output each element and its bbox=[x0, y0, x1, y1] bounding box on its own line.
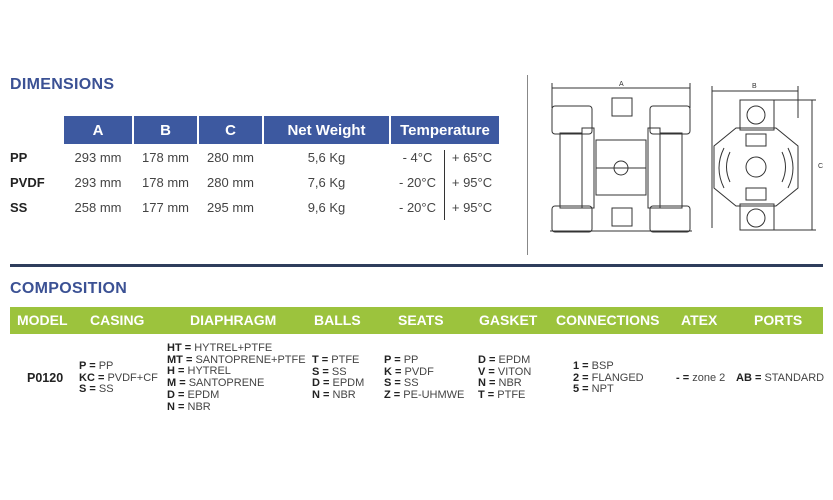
cell-weight: 9,6 Kg bbox=[307, 200, 346, 215]
balls-option: N = NBR bbox=[312, 389, 356, 402]
divider bbox=[527, 75, 528, 255]
header-diaphragm: DIAPHRAGM bbox=[190, 312, 277, 328]
header-gasket: GASKET bbox=[479, 312, 538, 328]
diaphragm-option: M = SANTOPRENE bbox=[167, 377, 265, 390]
cell-b: 178 mm bbox=[142, 150, 189, 165]
balls-options: T = PTFE S = SS D = EPDM N = NBR bbox=[312, 354, 365, 402]
diaphragm-option: D = EPDM bbox=[167, 388, 220, 401]
casing-option: S = SS bbox=[79, 383, 114, 396]
balls-option: D = EPDM bbox=[312, 377, 365, 390]
atex-options: - = zone 2 bbox=[676, 372, 726, 385]
balls-option: T = PTFE bbox=[312, 354, 360, 366]
label-a: A bbox=[619, 81, 624, 88]
label-b: B bbox=[752, 83, 757, 90]
connections-option: 2 = FLANGED bbox=[573, 371, 644, 384]
connections-option: 5 = NPT bbox=[573, 383, 614, 396]
cell-a: 293 mm bbox=[74, 175, 122, 190]
header-connections: CONNECTIONS bbox=[556, 312, 660, 328]
cell-weight: 7,6 Kg bbox=[307, 175, 346, 190]
header-casing: CASING bbox=[90, 312, 145, 328]
ports-options: AB = STANDARD bbox=[736, 372, 825, 385]
balls-option: S = SS bbox=[312, 365, 347, 378]
cell-tmin: - 4°C bbox=[402, 150, 433, 165]
row-label: SS bbox=[10, 200, 28, 215]
header-seats: SEATS bbox=[398, 312, 444, 328]
header-net-weight: Net Weight bbox=[264, 116, 389, 144]
cell-c: 280 mm bbox=[207, 150, 254, 165]
cell-b: 177 mm bbox=[142, 200, 189, 215]
header-a: A bbox=[64, 116, 132, 144]
model-code: P0120 bbox=[27, 371, 64, 385]
cell-tmin: - 20°C bbox=[399, 200, 436, 215]
seats-option: S = SS bbox=[384, 377, 419, 390]
row-label: PP bbox=[10, 150, 28, 165]
header-balls: BALLS bbox=[314, 312, 361, 328]
diaphragm-option: N = NBR bbox=[167, 400, 211, 413]
diaphragm-option: H = HYTREL bbox=[167, 365, 231, 378]
gasket-option: D = EPDM bbox=[478, 354, 531, 366]
header-ports: PORTS bbox=[754, 312, 803, 328]
casing-options: P = PP KC = PVDF+CF S = SS bbox=[79, 360, 158, 396]
composition-header-bar bbox=[10, 307, 823, 334]
row-label: PVDF bbox=[10, 175, 45, 190]
cell-tmax: + 95°C bbox=[451, 175, 493, 190]
seats-option: K = PVDF bbox=[384, 365, 434, 378]
dimensions-title: DIMENSIONS bbox=[10, 76, 115, 93]
header-model: MODEL bbox=[17, 312, 68, 328]
atex-option: - = zone 2 bbox=[676, 372, 726, 384]
section-divider bbox=[10, 264, 823, 267]
gasket-option: T = PTFE bbox=[478, 389, 526, 402]
connections-options: 1 = BSP 2 = FLANGED 5 = NPT bbox=[573, 360, 644, 396]
cell-tmin: - 20°C bbox=[399, 175, 436, 190]
casing-option: KC = PVDF+CF bbox=[79, 371, 158, 384]
header-c: C bbox=[199, 116, 262, 144]
diaphragm-option: MT = SANTOPRENE+PTFE bbox=[167, 353, 306, 366]
header-atex: ATEX bbox=[681, 312, 718, 328]
temperature-separator bbox=[444, 150, 445, 220]
composition-title: COMPOSITION bbox=[10, 280, 128, 297]
diaphragm-option: HT = HYTREL+PTFE bbox=[167, 342, 273, 354]
seats-options: P = PP K = PVDF S = SS Z = PE-UHMWE bbox=[384, 354, 465, 402]
gasket-option: V = VITON bbox=[478, 365, 532, 378]
seats-option: Z = PE-UHMWE bbox=[384, 389, 465, 402]
gasket-option: N = NBR bbox=[478, 377, 522, 390]
cell-tmax: + 95°C bbox=[451, 200, 493, 215]
connections-option: 1 = BSP bbox=[573, 360, 614, 372]
header-temperature: Temperature bbox=[391, 116, 499, 144]
label-c: C bbox=[818, 163, 823, 170]
ports-option: AB = STANDARD bbox=[736, 372, 825, 384]
cell-a: 293 mm bbox=[74, 150, 122, 165]
seats-option: P = PP bbox=[384, 354, 419, 366]
cell-c: 295 mm bbox=[207, 200, 254, 215]
cell-a: 258 mm bbox=[74, 200, 122, 215]
pump-drawing: A B C bbox=[550, 81, 823, 233]
cell-tmax: + 65°C bbox=[451, 150, 493, 165]
cell-weight: 5,6 Kg bbox=[307, 150, 346, 165]
gasket-options: D = EPDM V = VITON N = NBR T = PTFE bbox=[478, 354, 532, 402]
header-b: B bbox=[134, 116, 197, 144]
diaphragm-options: HT = HYTREL+PTFE MT = SANTOPRENE+PTFE H = … bbox=[167, 342, 306, 413]
cell-c: 280 mm bbox=[207, 175, 254, 190]
cell-b: 178 mm bbox=[142, 175, 189, 190]
casing-option: P = PP bbox=[79, 360, 114, 372]
